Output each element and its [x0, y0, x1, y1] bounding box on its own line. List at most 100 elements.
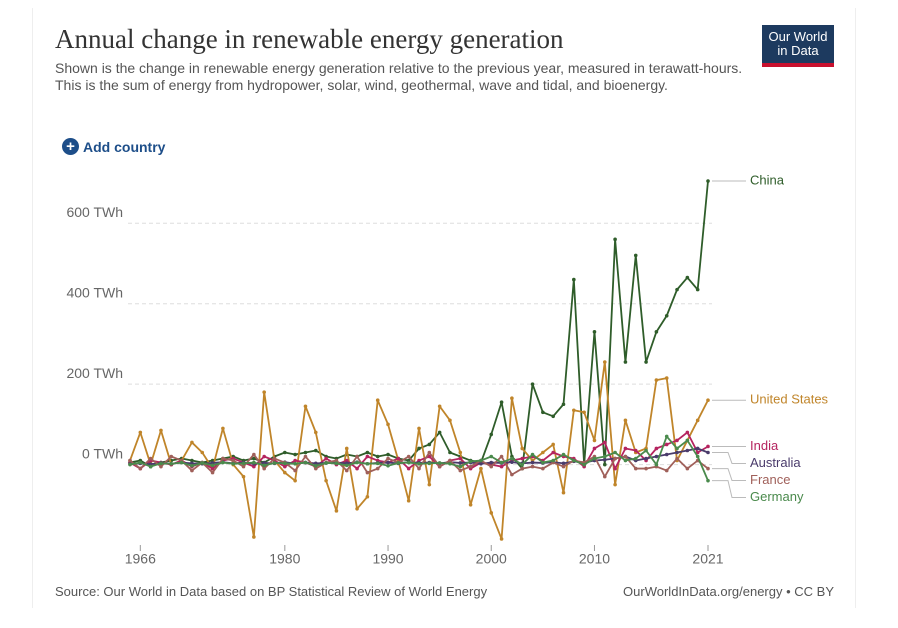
data-point — [499, 460, 504, 465]
data-point — [355, 460, 359, 465]
data-point — [541, 460, 545, 465]
data-point — [159, 464, 163, 469]
data-point — [623, 454, 628, 459]
data-point — [468, 464, 473, 469]
data-point — [190, 458, 194, 463]
legend-label: France — [750, 472, 790, 487]
data-point — [654, 446, 659, 451]
data-point — [489, 454, 494, 459]
data-point — [386, 422, 390, 427]
data-point — [293, 461, 297, 466]
data-point — [602, 454, 607, 459]
data-point — [644, 456, 648, 461]
data-point — [200, 461, 205, 465]
data-point — [551, 450, 555, 455]
data-point — [499, 454, 504, 459]
data-point — [303, 450, 308, 455]
x-tick-label: 2021 — [692, 551, 723, 567]
series-line — [129, 180, 709, 470]
data-point — [365, 450, 370, 455]
legend-label: China — [750, 172, 785, 187]
data-point — [241, 464, 246, 469]
data-point — [159, 461, 163, 466]
data-point — [541, 450, 545, 455]
data-point — [252, 464, 256, 469]
data-point — [221, 426, 225, 431]
x-tick-label: 1966 — [125, 551, 156, 567]
data-point — [706, 450, 710, 455]
data-point — [241, 474, 246, 479]
logo[interactable]: Our World in Data — [762, 25, 834, 67]
legend-label: India — [750, 438, 779, 453]
add-country-label: Add country — [83, 138, 166, 155]
data-point — [706, 444, 710, 449]
data-point — [293, 458, 297, 463]
data-point — [293, 452, 297, 457]
add-country-button[interactable]: + Add country — [62, 138, 165, 155]
data-point — [644, 360, 648, 364]
data-point — [520, 446, 525, 451]
data-point — [706, 179, 710, 183]
data-point — [541, 410, 545, 415]
data-point — [355, 507, 359, 511]
data-point — [633, 448, 638, 453]
source-note: Source: Our World in Data based on BP St… — [55, 584, 488, 599]
data-point — [644, 448, 648, 453]
data-point — [334, 458, 339, 463]
data-point — [530, 464, 535, 469]
data-point — [365, 461, 370, 466]
data-point — [138, 460, 143, 465]
data-point — [654, 462, 659, 467]
data-point — [551, 414, 555, 419]
data-point — [613, 450, 617, 455]
y-tick-label: 0 TWh — [82, 445, 123, 461]
chart-title: Annual change in renewable energy genera… — [55, 24, 564, 54]
data-point — [427, 454, 432, 459]
data-point — [623, 360, 628, 364]
data-point — [437, 464, 442, 469]
y-tick-label: 200 TWh — [66, 365, 123, 381]
data-point — [458, 464, 463, 469]
data-point — [427, 442, 432, 447]
data-point — [303, 454, 308, 459]
data-point — [572, 458, 576, 463]
data-point — [221, 456, 225, 461]
data-point — [437, 430, 442, 435]
data-point — [190, 440, 194, 445]
data-point — [241, 461, 246, 466]
legend-label: Australia — [750, 455, 801, 470]
data-point — [252, 452, 256, 457]
data-point — [375, 466, 380, 471]
data-point — [355, 454, 359, 459]
data-point — [489, 460, 494, 465]
data-point — [541, 466, 545, 471]
data-point — [499, 400, 504, 405]
chart-subtitle: Shown is the change in renewable energy … — [55, 60, 743, 93]
data-point — [303, 404, 308, 409]
data-point — [695, 450, 700, 455]
data-point — [386, 456, 390, 461]
data-point — [479, 461, 483, 466]
data-point — [654, 330, 659, 334]
data-point — [468, 459, 473, 464]
data-point — [324, 478, 328, 483]
data-point — [695, 446, 700, 451]
data-point — [602, 457, 607, 462]
data-point — [293, 478, 297, 483]
data-point — [417, 461, 421, 466]
data-point — [272, 456, 277, 461]
data-point — [283, 470, 287, 475]
legend-connector — [712, 468, 746, 481]
data-point — [406, 454, 411, 459]
legend-connector — [712, 452, 746, 464]
data-point — [592, 456, 597, 461]
data-point — [510, 460, 514, 464]
data-point — [468, 502, 473, 507]
data-point — [479, 466, 483, 471]
data-point — [551, 458, 555, 463]
data-point — [375, 398, 380, 403]
data-point — [675, 446, 679, 451]
license-note[interactable]: OurWorldInData.org/energy • CC BY — [623, 584, 834, 599]
data-point — [706, 466, 710, 471]
